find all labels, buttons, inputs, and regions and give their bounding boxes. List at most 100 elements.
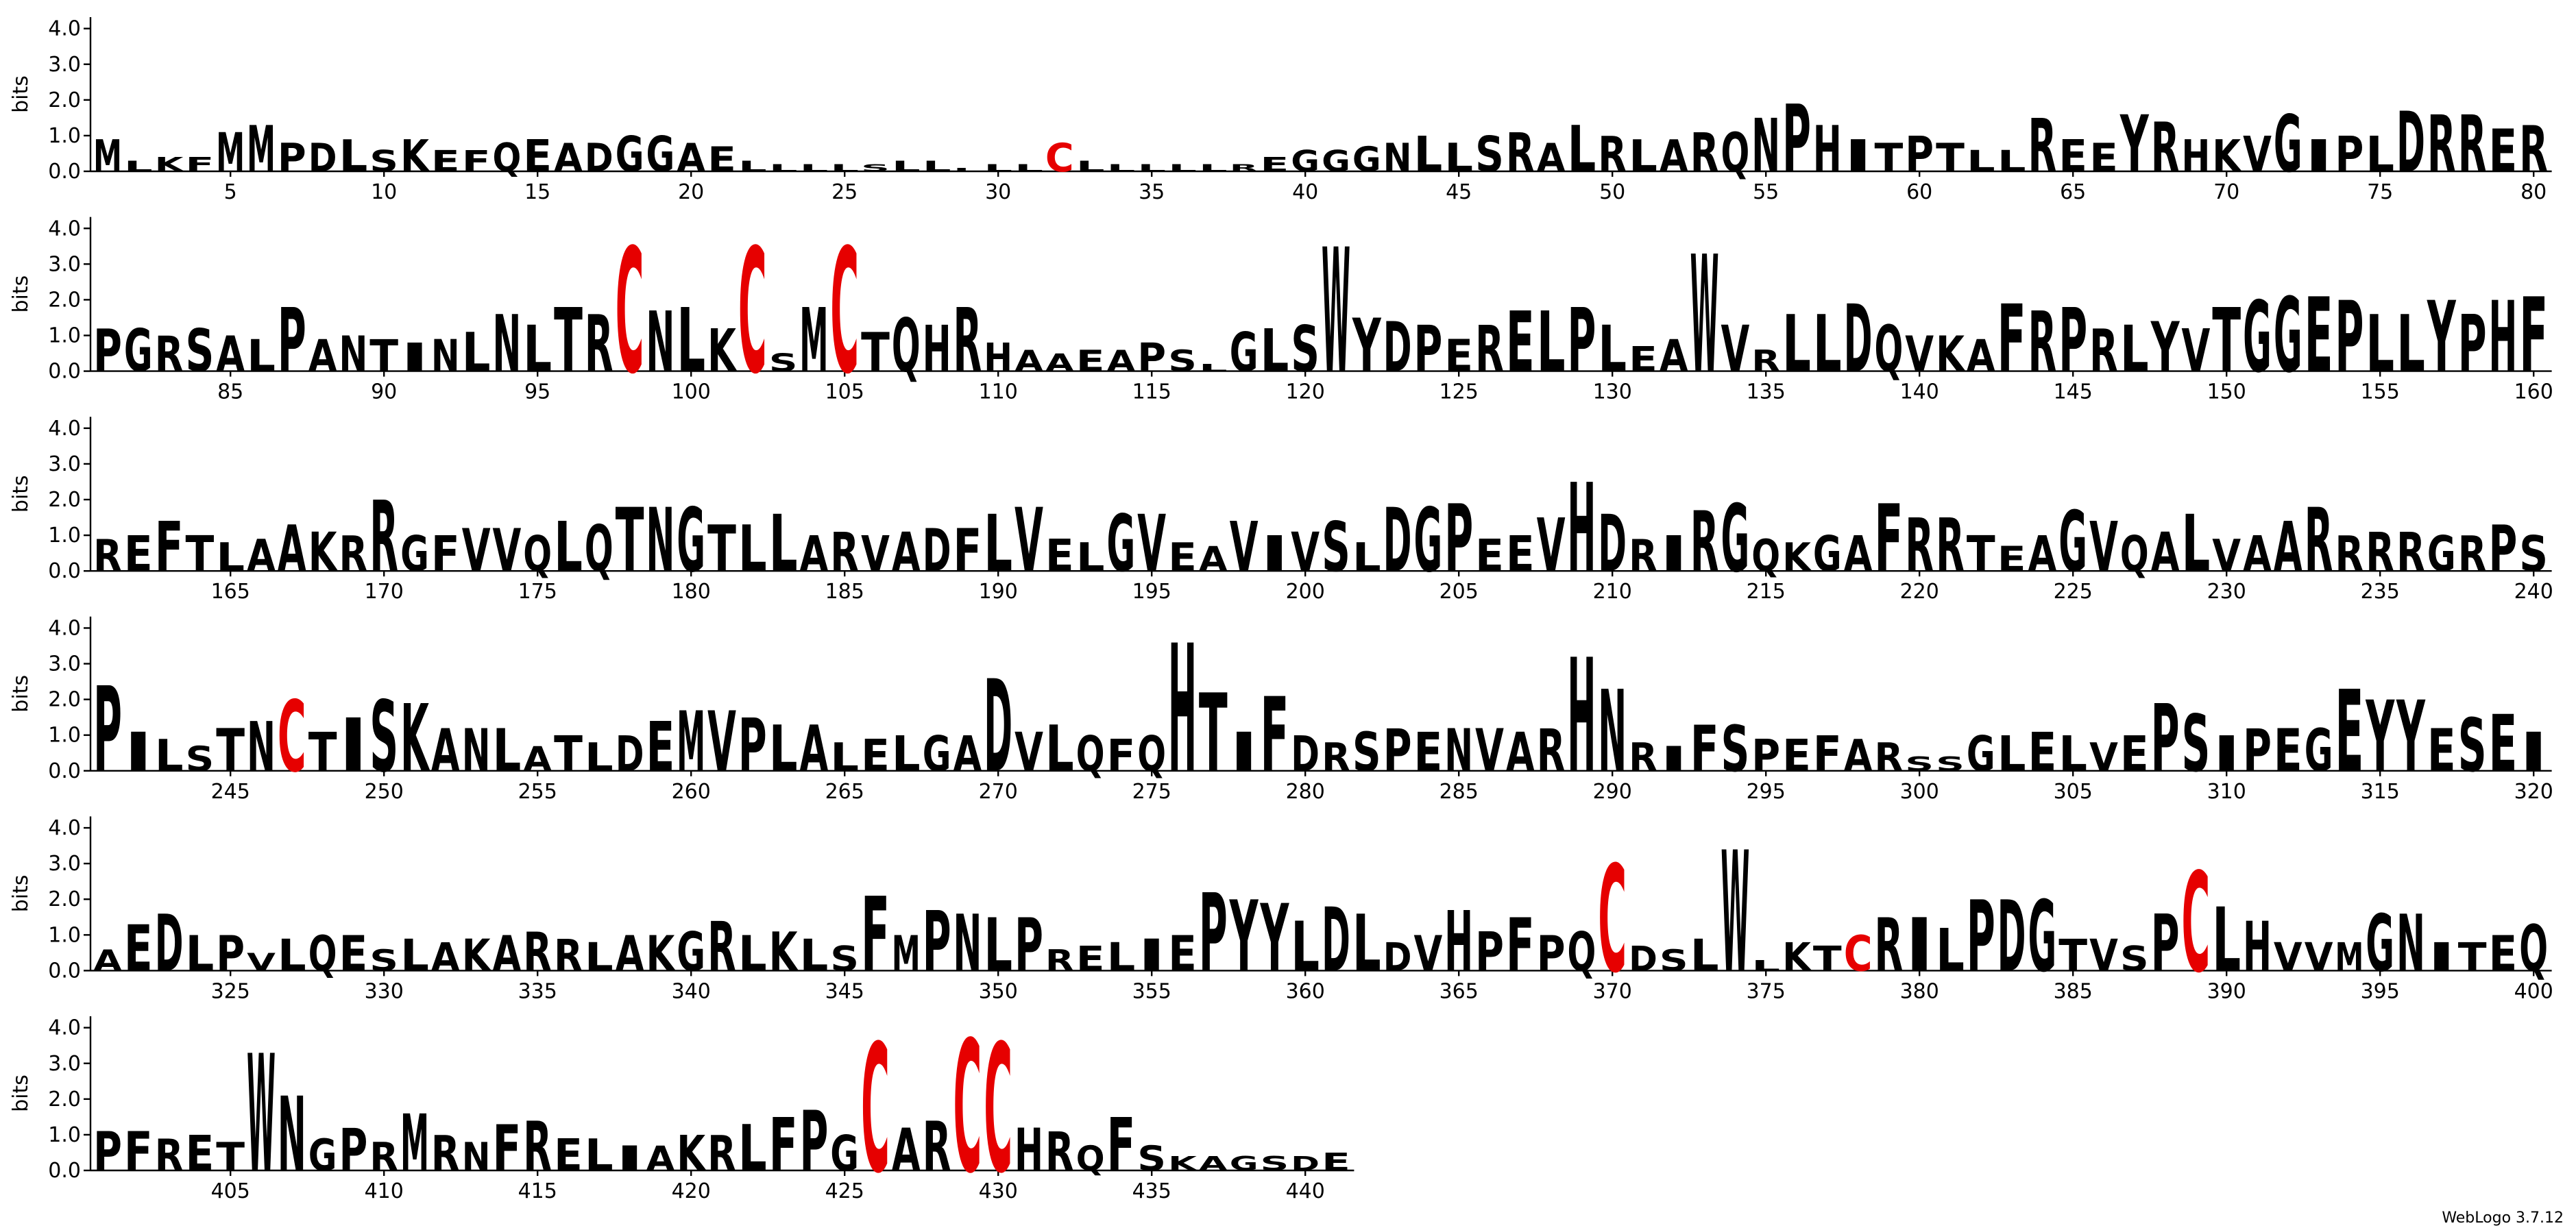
y-tick-label: 4.0 <box>48 17 81 41</box>
x-tick-label: 340 <box>672 979 711 1003</box>
x-tick-label: 65 <box>2060 180 2086 204</box>
logo-letter: C <box>861 1007 890 1212</box>
logo-letter: V <box>1014 722 1043 784</box>
logo-letter: D <box>1322 889 1350 992</box>
logo-letter: C <box>616 212 644 411</box>
x-tick-label: 200 <box>1286 580 1325 604</box>
logo-letter: E <box>554 1129 583 1181</box>
logo-letter: L <box>1291 907 1320 987</box>
logo-letter: E <box>1506 526 1535 582</box>
logo-letter: D <box>1997 881 2026 995</box>
x-tick-label: 70 <box>2213 180 2239 204</box>
logo-letter: R <box>1322 735 1350 781</box>
logo-letter: P <box>1537 926 1566 983</box>
logo-letter: L <box>738 1111 767 1186</box>
y-tick-label: 1.0 <box>48 724 81 748</box>
logo-letter: S <box>369 145 398 179</box>
y-tick-label: 0.0 <box>48 959 81 983</box>
logo-letter: A <box>1844 730 1873 781</box>
logo-letter: R <box>585 299 613 390</box>
logo-letter: I <box>1660 739 1688 779</box>
logo-letter: S <box>1261 1153 1289 1175</box>
logo-letter: E <box>1782 730 1811 781</box>
logo-letter: V <box>1291 522 1320 585</box>
logo-letter: V <box>2182 317 2211 385</box>
logo-letter: G <box>830 1125 859 1182</box>
logo-letter: A <box>431 935 460 981</box>
logo-letter: G <box>2058 495 2087 591</box>
x-tick-label: 435 <box>1132 1179 1171 1203</box>
logo-letter: L <box>186 926 215 983</box>
logo-letter: A <box>1045 348 1074 377</box>
logo-letter: I <box>1660 526 1688 582</box>
logo-letter: F <box>124 1121 153 1183</box>
y-axis-label: bits <box>9 875 33 913</box>
logo-letter: L <box>554 507 583 587</box>
logo-letter: T <box>861 322 890 384</box>
logo-letter: G <box>1967 726 1995 783</box>
logo-letter: M <box>2335 935 2364 981</box>
x-tick-label: 5 <box>224 180 237 204</box>
y-tick-label: 1.0 <box>48 324 81 348</box>
x-tick-label: 270 <box>979 780 1018 804</box>
x-tick-label: 325 <box>211 979 250 1003</box>
logo-letter: H <box>2243 907 2272 987</box>
logo-letter: A <box>493 926 522 983</box>
logo-letter: H <box>1568 625 1596 808</box>
logo-letter: S <box>1352 722 1381 784</box>
logo-letter: D <box>1629 939 1657 979</box>
x-tick-label: 235 <box>2361 580 2400 604</box>
logo-letter: S <box>2458 704 2487 789</box>
logo-letter: F <box>1107 730 1136 781</box>
logo-letter: D <box>155 898 184 990</box>
logo-letter: Q <box>892 304 921 389</box>
x-tick-label: 180 <box>672 580 711 604</box>
logo-letter: N <box>493 299 522 390</box>
y-tick-label: 3.0 <box>48 652 81 676</box>
logo-letter: Q <box>2120 526 2149 582</box>
logo-letter: L <box>1168 162 1197 174</box>
logo-letter: M <box>216 122 245 184</box>
logo-letter: N <box>339 326 368 383</box>
logo-letter: D <box>1383 308 1412 388</box>
y-axis-label: bits <box>9 1074 33 1112</box>
logo-letter: S <box>769 348 798 377</box>
logo-letter: D <box>585 135 613 181</box>
logo-letter: Y <box>2365 681 2395 795</box>
logo-letter: I <box>1905 903 1934 988</box>
logo-letter: L <box>1444 135 1473 181</box>
logo-letter: K <box>308 522 339 585</box>
logo-letter: G <box>2243 282 2272 395</box>
logo-letter: P <box>339 1116 368 1184</box>
logo-letter: V <box>493 517 522 585</box>
logo-letter: S <box>2120 939 2149 979</box>
logo-letter: A <box>278 512 306 587</box>
y-axis-label: bits <box>9 675 33 713</box>
x-tick-label: 190 <box>979 580 1018 604</box>
logo-letter: T <box>1936 135 1965 181</box>
logo-letter: E <box>523 130 552 182</box>
logo-letter: Y <box>2396 681 2426 795</box>
x-tick-label: 385 <box>2054 979 2093 1003</box>
logo-letter: L <box>1199 362 1228 373</box>
logo-letter: P <box>1199 872 1228 996</box>
logo-letter: V <box>1014 490 1043 593</box>
logo-letter: E <box>2028 722 2057 784</box>
y-tick-label: 2.0 <box>48 88 81 112</box>
logo-letter: N <box>278 1076 306 1195</box>
x-tick-label: 255 <box>518 780 557 804</box>
logo-letter: N <box>2396 898 2425 990</box>
y-tick-label: 3.0 <box>48 1052 81 1076</box>
logo-letter: L <box>585 935 613 981</box>
logo-letter: E <box>2058 130 2087 182</box>
logo-letter: E <box>1168 926 1197 983</box>
logo-letter: P <box>2458 299 2487 390</box>
x-tick-label: 425 <box>825 1179 864 1203</box>
x-tick-label: 265 <box>825 780 864 804</box>
logo-letter: E <box>861 730 890 781</box>
logo-letter: I <box>616 1139 644 1179</box>
logo-letter: E <box>1475 530 1504 582</box>
logo-letter: S <box>1168 345 1197 379</box>
logo-letter: L <box>1813 299 1842 390</box>
logo-letter: R <box>2028 104 2057 189</box>
